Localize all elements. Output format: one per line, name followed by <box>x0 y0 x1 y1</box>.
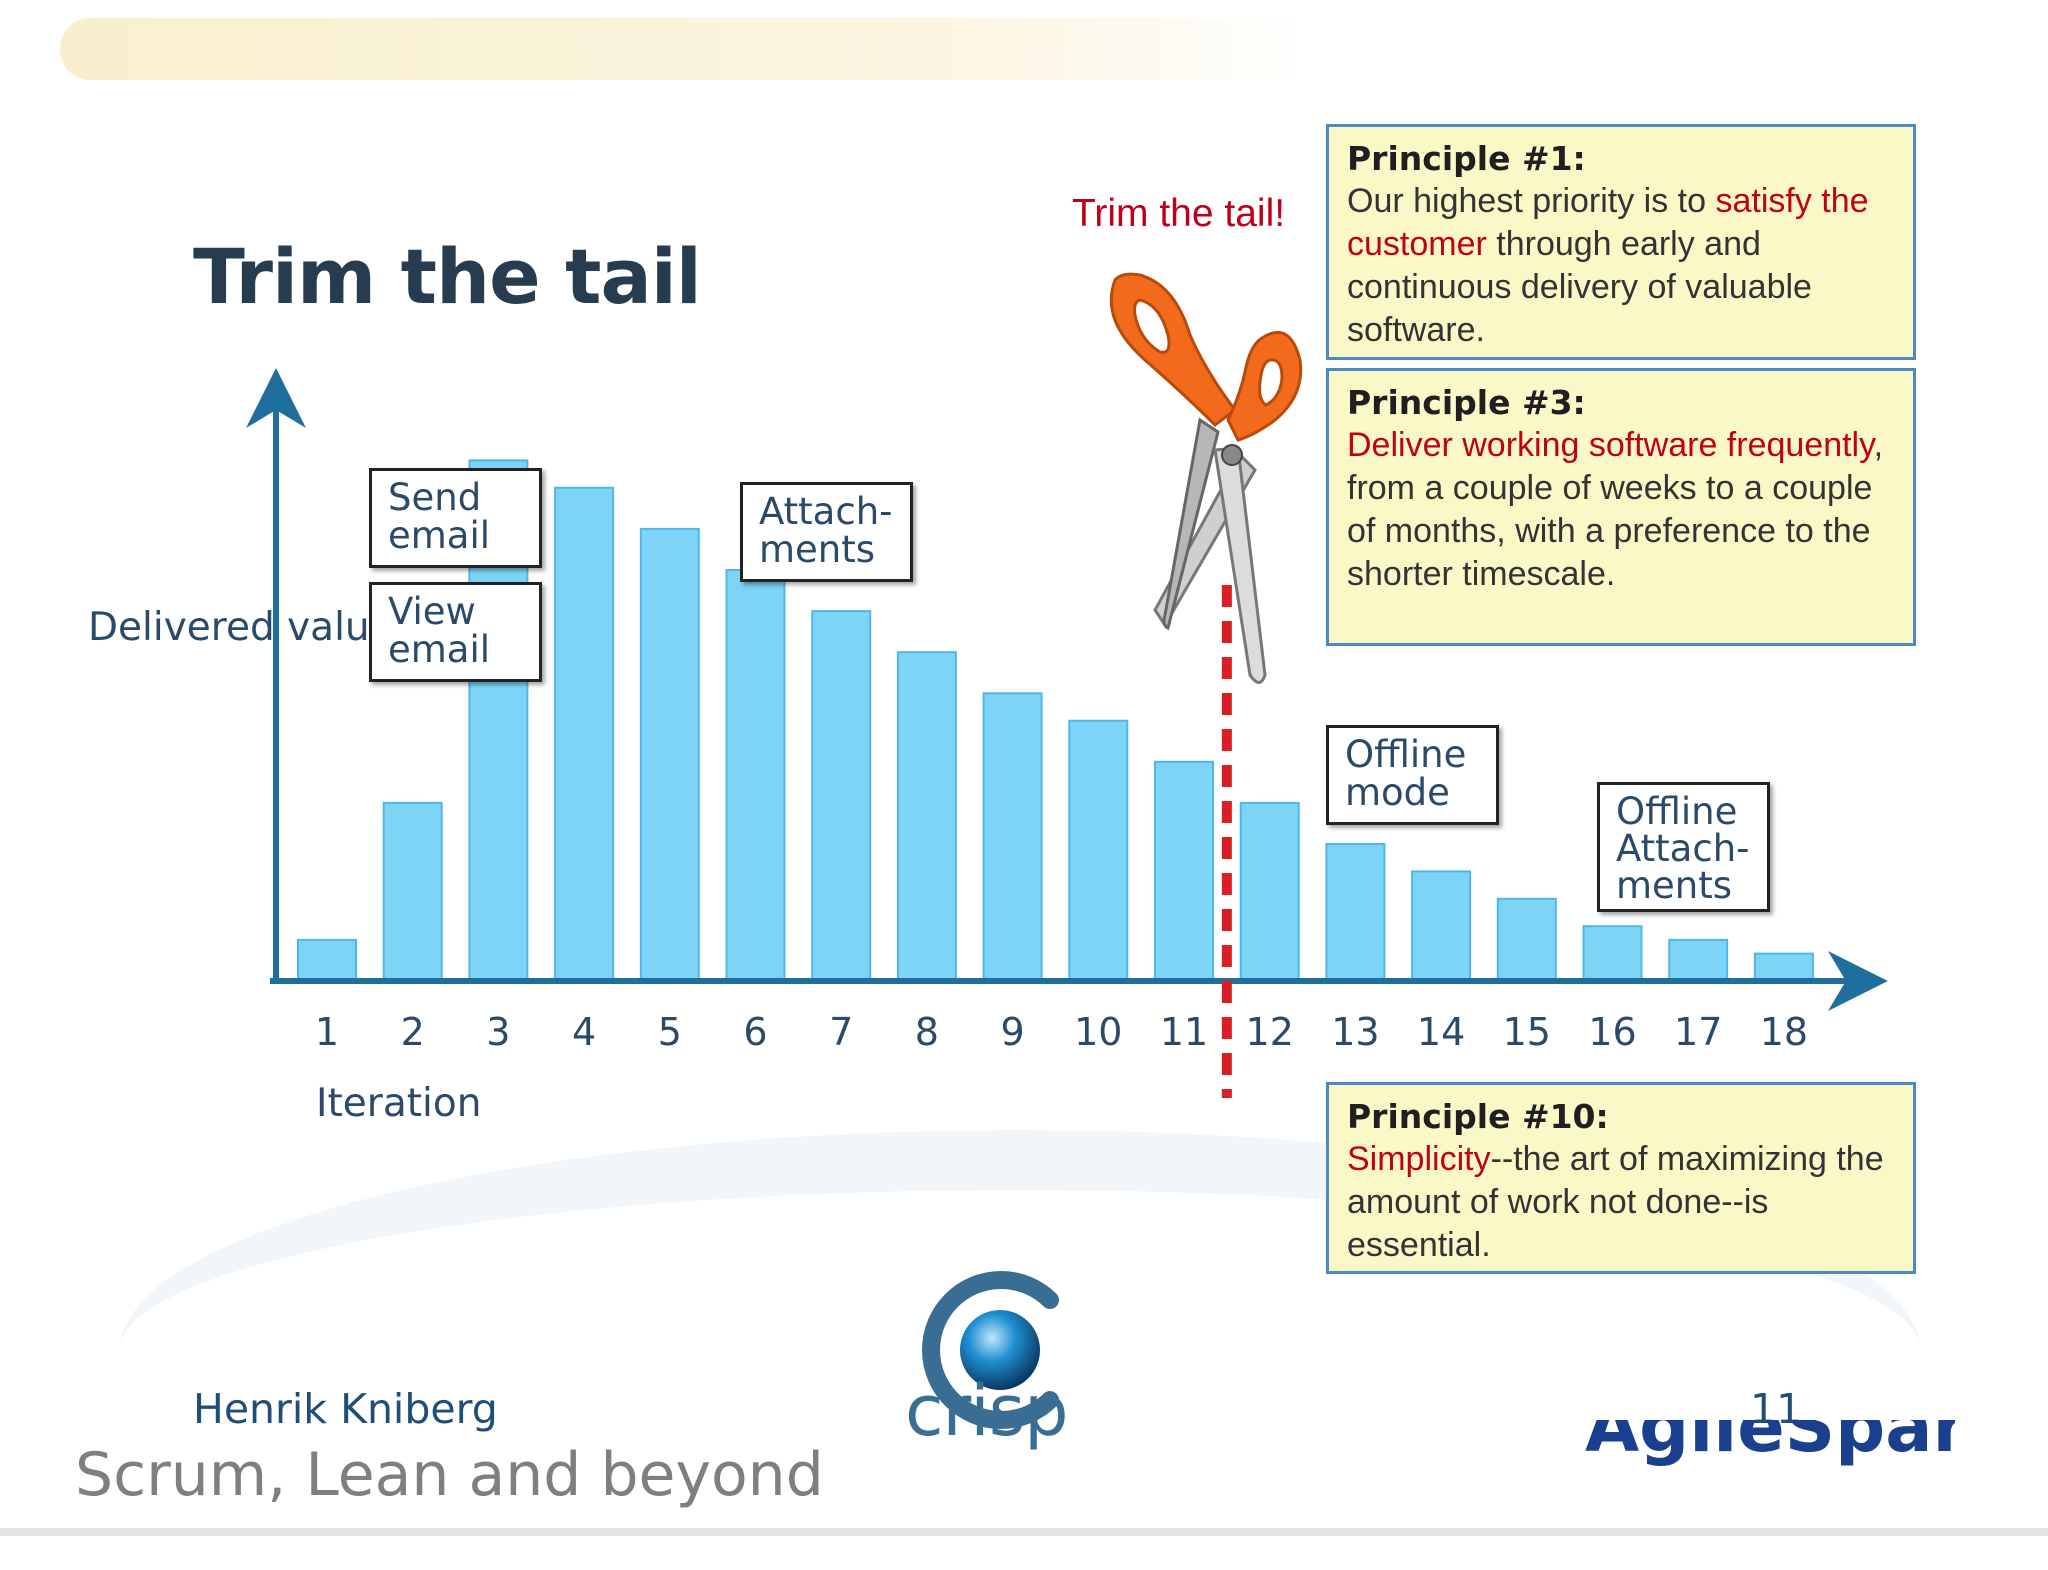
feature-offline-attachments: Offline Attach- ments <box>1597 782 1770 912</box>
feature-attachments: Attach- ments <box>740 482 913 582</box>
bar-iteration-15 <box>1496 897 1557 982</box>
principle-1-part: through early and continuous delivery of… <box>1347 225 1812 349</box>
tick-label-7: 7 <box>829 1010 853 1054</box>
agilesparks-logo-text: AgileSparks <box>1585 1420 1955 1468</box>
iteration-value-chart: 1 2 3 4 5 6 7 8 9 10 11 12 13 14 15 16 17 18 <box>246 272 1888 1098</box>
tick-label-14: 14 <box>1417 1010 1465 1054</box>
tick-label-13: 13 <box>1331 1010 1379 1054</box>
principle-3-part: , from a couple of weeks to a couple of … <box>1347 426 1884 593</box>
bar-iteration-14 <box>1411 870 1472 983</box>
principle-3-title: Principle #3: <box>1347 383 1586 422</box>
crisp-logo-icon <box>922 1271 1059 1429</box>
tick-label-3: 3 <box>486 1010 510 1054</box>
slide: Trim the tail 1 2 3 4 5 6 7 8 9 10 11 12 13 14 15 16 17 1… <box>0 18 2048 1536</box>
tick-label-17: 17 <box>1674 1010 1722 1054</box>
author-name: Henrik Kniberg <box>193 1385 498 1433</box>
tick-label-6: 6 <box>743 1010 767 1054</box>
tick-label-11: 11 <box>1160 1010 1208 1054</box>
tick-labels-group: 1 2 3 4 5 6 7 8 9 10 11 12 13 14 15 16 17 18 <box>315 1010 1808 1054</box>
bars-group <box>297 459 1814 983</box>
y-axis-label: Delivered value <box>88 605 394 650</box>
principle-3-box: Principle #3: Deliver working software f… <box>1326 368 1916 646</box>
bar-iteration-16 <box>1582 925 1643 983</box>
trim-label: Trim the tail! <box>1072 192 1286 235</box>
bar-iteration-8 <box>896 651 957 982</box>
principle-3-body: Deliver working software frequently, fro… <box>1347 424 1895 596</box>
bar-iteration-4 <box>554 486 615 982</box>
tick-label-2: 2 <box>401 1010 425 1054</box>
principle-1-box: Principle #1: Our highest priority is to… <box>1326 124 1916 360</box>
decorative-top-band <box>60 18 1310 80</box>
tick-label-8: 8 <box>915 1010 939 1054</box>
tick-label-16: 16 <box>1588 1010 1636 1054</box>
feature-send-email: Send email <box>369 468 542 568</box>
tick-label-18: 18 <box>1760 1010 1808 1054</box>
x-axis-label: Iteration <box>316 1081 482 1126</box>
tick-label-9: 9 <box>1001 1010 1025 1054</box>
principle-1-part: Our highest priority is to <box>1347 182 1716 220</box>
principle-10-title: Principle #10: <box>1347 1097 1609 1136</box>
bar-iteration-12 <box>1239 801 1300 983</box>
agilesparks-logo: AgileSparks <box>1585 1420 1955 1480</box>
bar-iteration-13 <box>1325 843 1386 982</box>
footer-text: Scrum, Lean and beyond <box>75 1440 824 1510</box>
bar-iteration-9 <box>982 692 1043 982</box>
bar-iteration-5 <box>639 527 700 983</box>
bar-iteration-18 <box>1753 952 1814 982</box>
tick-label-12: 12 <box>1246 1010 1294 1054</box>
bar-iteration-7 <box>811 610 872 982</box>
tick-label-15: 15 <box>1503 1010 1551 1054</box>
bar-iteration-2 <box>382 801 443 983</box>
feature-view-email: View email <box>369 582 542 682</box>
bar-iteration-11 <box>1154 760 1214 982</box>
bar-iteration-1 <box>297 938 357 983</box>
principle-1-body: Our highest priority is to satisfy the c… <box>1347 180 1895 352</box>
principle-10-body: Simplicity--the art of maximizing the am… <box>1347 1138 1895 1267</box>
tick-label-4: 4 <box>572 1010 596 1054</box>
crisp-logo-text: crisp <box>905 1370 1069 1452</box>
feature-offline-mode: Offline mode <box>1326 725 1499 825</box>
principle-10-part: --the art of maximizing the amount of wo… <box>1347 1140 1884 1264</box>
bar-iteration-17 <box>1668 938 1729 983</box>
principle-10-highlight: Simplicity <box>1347 1140 1491 1178</box>
bar-iteration-6 <box>725 569 786 982</box>
tick-label-10: 10 <box>1074 1010 1122 1054</box>
tick-label-1: 1 <box>315 1010 339 1054</box>
bar-iteration-10 <box>1068 719 1129 982</box>
slide-title: Trim the tail <box>193 232 702 321</box>
bottom-border <box>0 1528 2048 1536</box>
page-number: 11 <box>1750 1385 1803 1433</box>
scissors-icon <box>1109 272 1303 684</box>
principle-1-title: Principle #1: <box>1347 139 1586 178</box>
principle-3-highlight: Deliver working software frequently <box>1347 426 1874 464</box>
principle-10-box: Principle #10: Simplicity--the art of ma… <box>1326 1082 1916 1274</box>
tick-label-5: 5 <box>658 1010 682 1054</box>
principle-1-highlight: satisfy the customer <box>1347 182 1869 263</box>
